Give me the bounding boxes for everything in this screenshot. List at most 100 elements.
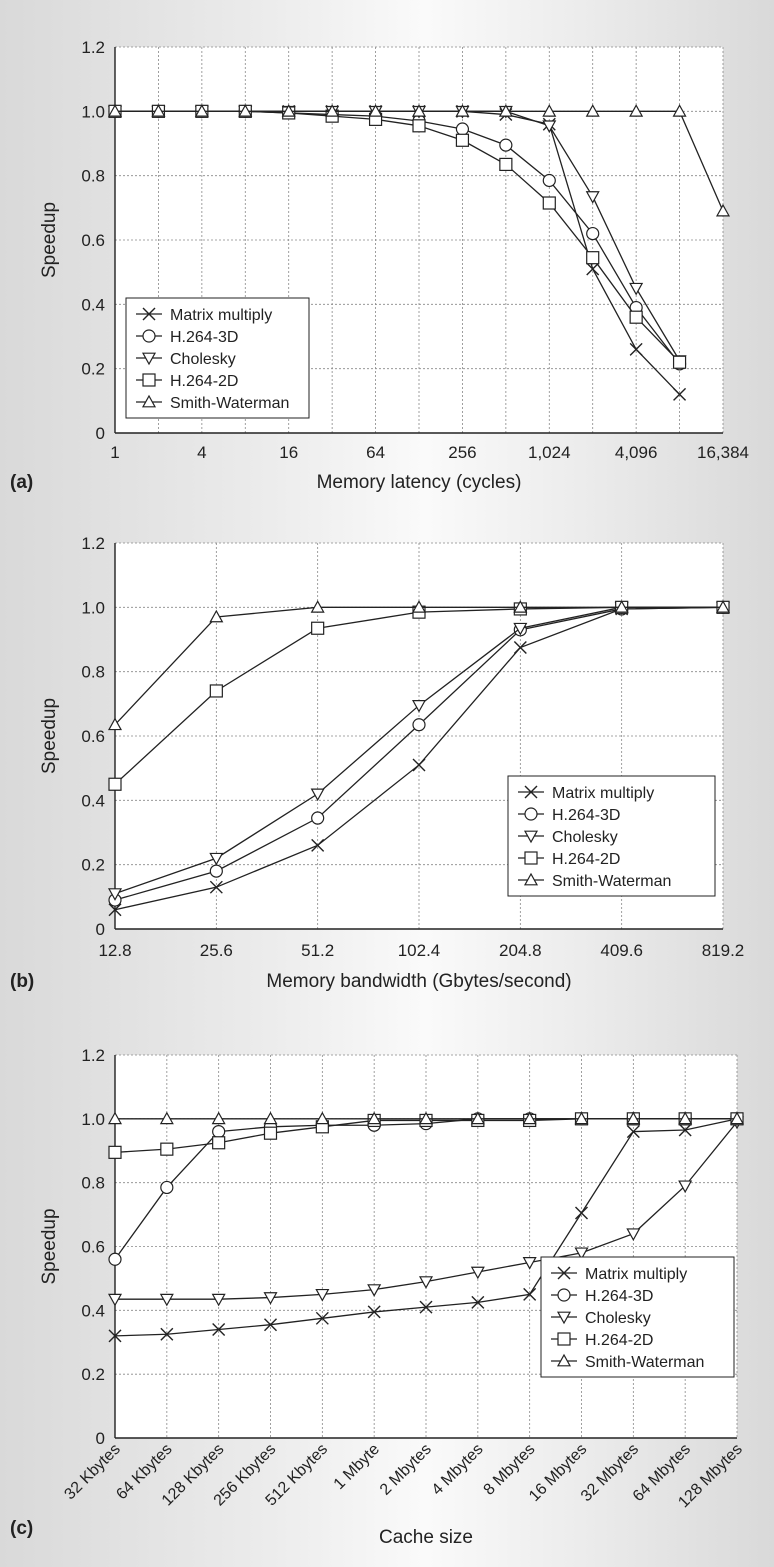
data-point (108, 777, 122, 791)
legend-marker (142, 373, 156, 387)
data-point (367, 1305, 381, 1319)
legend-marker (524, 785, 538, 799)
legend-marker (142, 307, 156, 321)
y-tick-label: 1.0 (81, 102, 105, 121)
data-point (411, 600, 427, 613)
data-point (678, 1180, 693, 1194)
data-point (470, 1266, 485, 1280)
y-tick-label: 0.4 (81, 791, 105, 810)
legend-item-h-264-2d: H.264-2D (136, 373, 238, 390)
data-point (263, 1126, 278, 1140)
legend-item-h-264-2d: H.264-2D (551, 1332, 653, 1349)
data-point (411, 104, 427, 117)
legend-marker (141, 394, 157, 408)
data-point (455, 122, 470, 136)
data-point (151, 104, 166, 117)
data-point (499, 157, 513, 172)
legend-marker (524, 807, 538, 821)
data-point (412, 758, 426, 772)
chart-panel-a: 0 0.2 0.4 0.6 0.8 1.0 1.2 1 4 16 64 256 1,024 4,096 16… (0, 0, 774, 510)
legend-label: Matrix multiply (170, 307, 272, 324)
data-point (263, 1292, 278, 1305)
x-tick-label: 2 Mbytes (377, 1441, 435, 1499)
data-point (455, 104, 470, 117)
data-point (310, 788, 325, 802)
x-tick-label: 1,024 (528, 443, 571, 462)
legend-marker (523, 830, 539, 844)
legend-item-h-264-3d: H.264-3D (518, 807, 620, 824)
data-point (367, 1284, 382, 1297)
legend-item-cholesky: Cholesky (136, 351, 236, 368)
data-point (513, 622, 528, 636)
panel-label: (a) (10, 472, 33, 493)
data-point (160, 1180, 174, 1195)
data-point (715, 203, 731, 217)
x-tick-label: 1 (110, 443, 119, 462)
data-point (108, 1252, 122, 1266)
data-point (522, 1111, 537, 1125)
data-point (574, 1247, 589, 1261)
x-tick-label: 16,384 (697, 443, 749, 462)
legend-marker (556, 1353, 572, 1367)
y-tick-label: 0 (96, 424, 105, 443)
data-point (238, 104, 253, 117)
data-point (160, 1142, 174, 1156)
legend-marker (523, 872, 539, 886)
y-tick-label: 0.8 (81, 663, 105, 682)
legend-marker (141, 352, 157, 366)
data-point (522, 1257, 537, 1270)
data-point (678, 1111, 693, 1125)
legend-label: Smith-Waterman (170, 395, 289, 412)
data-point (311, 811, 325, 825)
data-point (626, 1125, 640, 1139)
data-point (629, 342, 643, 356)
data-point (586, 262, 600, 276)
data-point (108, 1329, 122, 1343)
data-point (209, 609, 224, 623)
panel-label: (c) (10, 1518, 33, 1539)
data-point (107, 1111, 123, 1125)
legend-marker (524, 851, 538, 865)
x-axis-label: Cache size (379, 1527, 473, 1548)
data-point (499, 138, 513, 152)
data-point (626, 1111, 641, 1125)
y-tick-label: 0.8 (81, 1174, 105, 1193)
data-point (315, 1111, 330, 1125)
data-point (729, 1111, 745, 1125)
y-tick-label: 1.2 (81, 1046, 105, 1065)
data-point (209, 684, 223, 698)
legend-label: H.264-2D (552, 851, 620, 868)
legend-marker (557, 1266, 571, 1280)
data-point (673, 387, 687, 401)
data-point (471, 1295, 485, 1309)
data-point (418, 1111, 434, 1125)
y-tick-label: 0.6 (81, 1238, 105, 1257)
y-tick-label: 0.4 (81, 1301, 105, 1320)
data-point (263, 1111, 278, 1125)
x-axis-label: Memory latency (cycles) (317, 472, 522, 493)
legend: Matrix multiply H.264-3D Cholesky H.264-2D S… (540, 1256, 735, 1378)
legend-item-matrix-multiply: Matrix multiply (518, 785, 654, 802)
chart-panel-b: 0 0.2 0.4 0.6 0.8 1.0 1.2 12.8 25.6 51.2 102.4 204.… (0, 510, 774, 1020)
x-tick-label: 32 Kbytes (61, 1441, 123, 1503)
data-point (107, 104, 123, 117)
data-point (310, 600, 325, 613)
legend-item-matrix-multiply: Matrix multiply (136, 307, 272, 324)
data-point (212, 1124, 226, 1139)
data-point (209, 880, 223, 894)
series-cholesky (107, 1116, 745, 1307)
chart-a-svg: 0 0.2 0.4 0.6 0.8 1.0 1.2 1 4 16 64 256 1,024 4,096 16… (10, 38, 749, 493)
legend-item-h-264-3d: H.264-3D (551, 1288, 653, 1305)
legend-label: Cholesky (170, 351, 236, 368)
y-tick-label: 1.0 (81, 598, 105, 617)
data-point (614, 600, 629, 613)
data-point (629, 282, 644, 296)
y-axis-label: Speedup (39, 1208, 60, 1284)
data-point (542, 104, 557, 117)
data-point (575, 1206, 588, 1220)
series-smith-waterman (107, 1111, 745, 1125)
legend-marker (556, 1311, 572, 1325)
data-point (160, 1327, 174, 1341)
data-point (715, 600, 731, 613)
